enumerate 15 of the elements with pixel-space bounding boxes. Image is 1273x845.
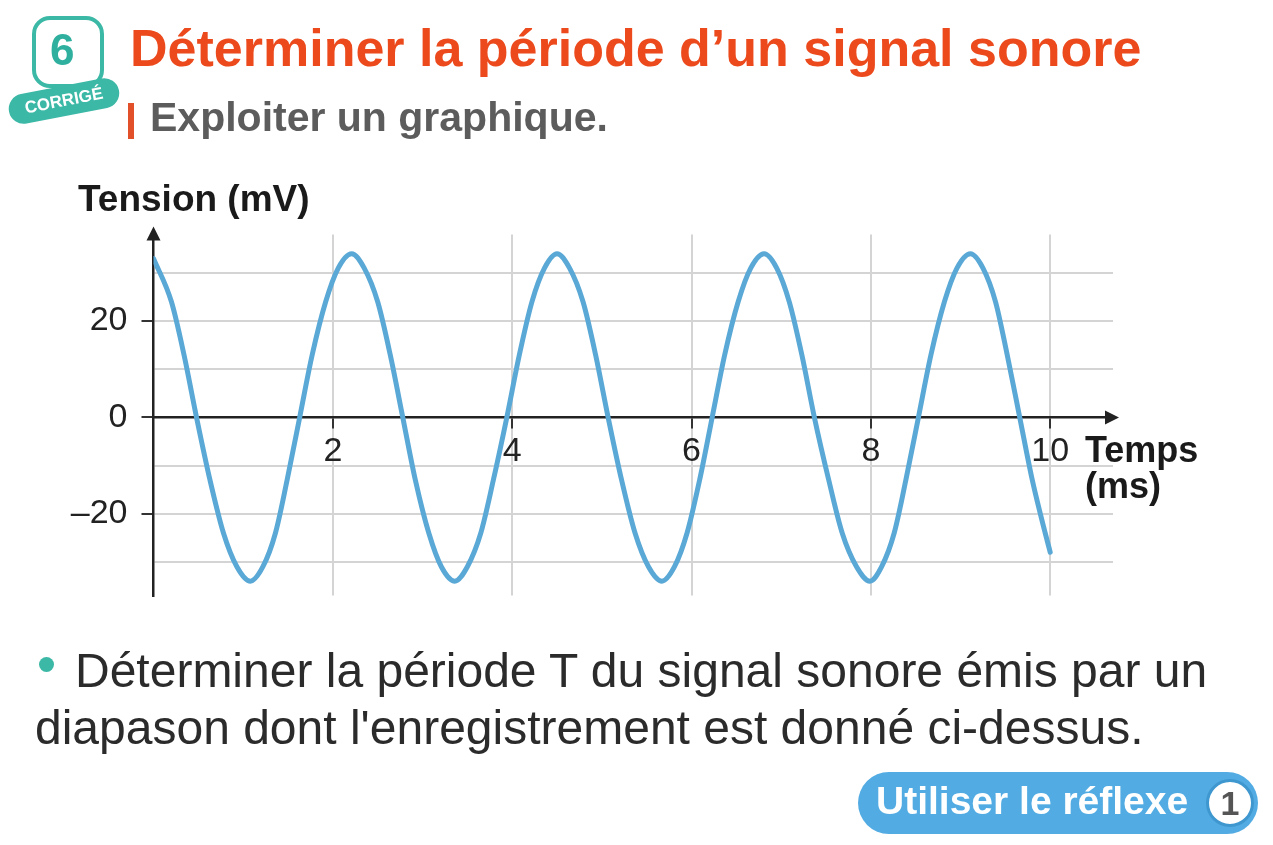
y-tick-label: 0: [108, 395, 128, 434]
x-tick-label: 8: [861, 430, 881, 469]
chart-subtitle: Exploiter un graphique.: [150, 94, 608, 140]
y-axis-title: Tension (mV): [78, 178, 310, 219]
y-tick-label: –20: [70, 492, 128, 531]
x-tick-label: 2: [323, 430, 343, 469]
x-tick-label: 4: [502, 430, 522, 469]
text: Déterminer la période T du signal sonore émis par un diapason dont l'enregistrement est donné ci-dessus.: [35, 643, 1209, 756]
y-tick-label: 20: [89, 299, 128, 338]
chart-title: Déterminer la période d’un signal sonore: [130, 19, 1142, 77]
x-axis-title: Temps (ms): [1085, 429, 1200, 506]
text: 6: [50, 25, 75, 75]
x-tick-label: 6: [682, 430, 701, 469]
text: Utiliser le réflexe: [876, 779, 1189, 822]
x-tick-label: 10: [1031, 430, 1070, 469]
